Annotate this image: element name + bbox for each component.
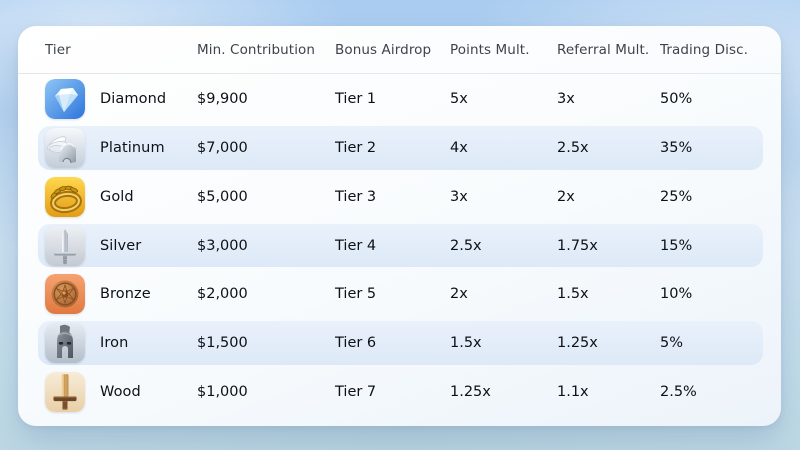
column-header-min-contribution: Min. Contribution bbox=[197, 41, 316, 58]
tier-icon-cell bbox=[45, 79, 100, 120]
bonus-airdrop-value: Tier 3 bbox=[335, 188, 377, 205]
tier-icon-cell bbox=[45, 322, 100, 363]
tier-name: Iron bbox=[100, 334, 129, 351]
tier-name: Platinum bbox=[100, 140, 165, 157]
bonus-airdrop-value: Tier 7 bbox=[335, 383, 377, 400]
referral-mult-value: 1.1x bbox=[557, 383, 589, 400]
referral-mult-value: 2x bbox=[557, 188, 575, 205]
min-contribution-value: $3,000 bbox=[197, 237, 248, 254]
platinum-helmet-icon bbox=[45, 128, 85, 169]
points-mult-value: 1.5x bbox=[450, 334, 482, 351]
trading-disc-value: 5% bbox=[660, 334, 684, 351]
tier-icon-cell bbox=[45, 225, 100, 266]
table-row: Platinum $7,000 Tier 2 4x 2.5x 35% bbox=[18, 124, 781, 173]
tier-icon-cell bbox=[45, 371, 100, 412]
min-contribution-value: $2,000 bbox=[197, 286, 248, 303]
bronze-shield-icon bbox=[45, 274, 85, 315]
tier-icon-cell bbox=[45, 176, 100, 217]
tier-icon-cell bbox=[45, 128, 100, 169]
referral-mult-value: 1.25x bbox=[557, 334, 598, 351]
bonus-airdrop-value: Tier 6 bbox=[335, 334, 377, 351]
min-contribution-value: $1,500 bbox=[197, 334, 248, 351]
bonus-airdrop-value: Tier 5 bbox=[335, 286, 377, 303]
tier-icon-cell bbox=[45, 274, 100, 315]
gold-wreath-icon bbox=[45, 176, 85, 217]
min-contribution-value: $7,000 bbox=[197, 140, 248, 157]
trading-disc-value: 35% bbox=[660, 140, 693, 157]
iron-helmet-icon bbox=[45, 322, 85, 363]
tier-name: Wood bbox=[100, 383, 141, 400]
referral-mult-value: 3x bbox=[557, 91, 575, 108]
table-header-row: Tier Min. Contribution Bonus Airdrop Poi… bbox=[18, 26, 781, 74]
table-row: Wood $1,000 Tier 7 1.25x 1.1x 2.5% bbox=[18, 367, 781, 416]
bonus-airdrop-value: Tier 1 bbox=[335, 91, 377, 108]
bonus-airdrop-value: Tier 4 bbox=[335, 237, 377, 254]
points-mult-value: 1.25x bbox=[450, 383, 491, 400]
column-header-trading-disc: Trading Disc. bbox=[660, 41, 749, 58]
min-contribution-value: $1,000 bbox=[197, 383, 248, 400]
table-row: Gold $5,000 Tier 3 3x 2x 25% bbox=[18, 172, 781, 221]
referral-mult-value: 1.5x bbox=[557, 286, 589, 303]
trading-disc-value: 15% bbox=[660, 237, 693, 254]
column-header-bonus-airdrop: Bonus Airdrop bbox=[335, 41, 432, 58]
table-row: Bronze $2,000 Tier 5 2x 1.5x 10% bbox=[18, 270, 781, 319]
trading-disc-value: 25% bbox=[660, 188, 693, 205]
tier-name: Bronze bbox=[100, 286, 151, 303]
trading-disc-value: 50% bbox=[660, 91, 693, 108]
tier-name: Diamond bbox=[100, 91, 167, 108]
wood-sword-icon bbox=[45, 371, 85, 412]
column-header-referral-mult: Referral Mult. bbox=[557, 41, 650, 58]
table-row: Iron $1,500 Tier 6 1.5x 1.25x 5% bbox=[18, 319, 781, 368]
bonus-airdrop-value: Tier 2 bbox=[335, 140, 377, 157]
points-mult-value: 2x bbox=[450, 286, 468, 303]
points-mult-value: 5x bbox=[450, 91, 468, 108]
referral-mult-value: 1.75x bbox=[557, 237, 598, 254]
tier-benefits-card: Tier Min. Contribution Bonus Airdrop Poi… bbox=[18, 26, 781, 426]
table-row: Diamond $9,900 Tier 1 5x 3x 50% bbox=[18, 75, 781, 124]
referral-mult-value: 2.5x bbox=[557, 140, 589, 157]
trading-disc-value: 2.5% bbox=[660, 383, 697, 400]
table-row: Silver $3,000 Tier 4 2.5x 1.75x 15% bbox=[18, 221, 781, 270]
diamond-icon bbox=[45, 79, 85, 120]
points-mult-value: 2.5x bbox=[450, 237, 482, 254]
points-mult-value: 4x bbox=[450, 140, 468, 157]
tier-name: Gold bbox=[100, 188, 134, 205]
column-header-tier: Tier bbox=[45, 41, 71, 58]
table-body: Diamond $9,900 Tier 1 5x 3x 50% Platinum… bbox=[18, 74, 781, 416]
min-contribution-value: $9,900 bbox=[197, 91, 248, 108]
silver-sword-icon bbox=[45, 225, 85, 266]
points-mult-value: 3x bbox=[450, 188, 468, 205]
tier-name: Silver bbox=[100, 237, 142, 254]
min-contribution-value: $5,000 bbox=[197, 188, 248, 205]
trading-disc-value: 10% bbox=[660, 286, 693, 303]
column-header-points-mult: Points Mult. bbox=[450, 41, 530, 58]
